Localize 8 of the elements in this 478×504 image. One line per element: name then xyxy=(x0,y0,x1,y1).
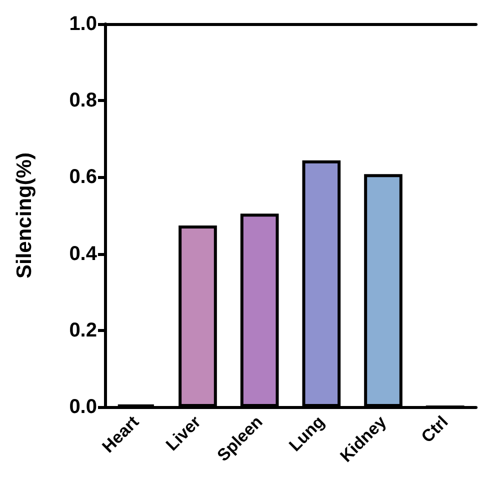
y-tick-label: 0.2 xyxy=(69,319,97,342)
x-tick-label: Ctrl xyxy=(418,412,452,446)
y-tick-label: 0.0 xyxy=(69,396,97,418)
y-tick-label: 1.0 xyxy=(69,13,97,35)
y-tick-label: 0.4 xyxy=(69,242,98,265)
y-tick-label: 0.6 xyxy=(69,166,97,188)
y-tick-label: 0.8 xyxy=(69,90,97,112)
y-axis-title: Silencing(%) xyxy=(13,152,36,279)
